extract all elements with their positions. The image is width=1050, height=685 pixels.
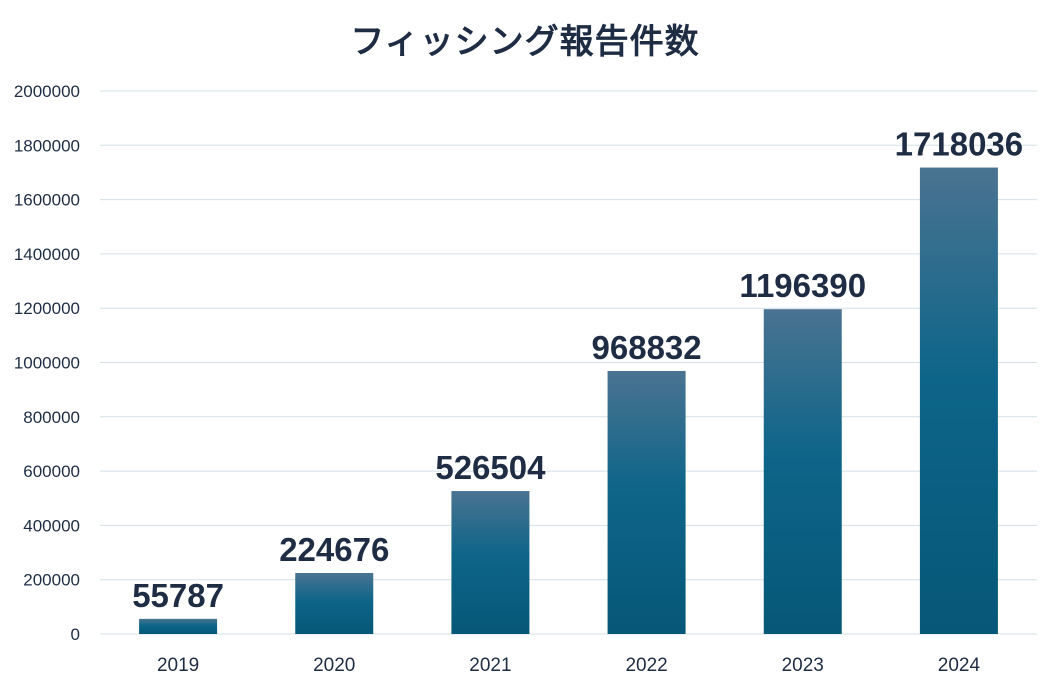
bar-2024 (919, 167, 998, 634)
grid-lines (100, 90, 1037, 635)
x-axis: 2019 2020 2021 2022 2023 2024 (157, 655, 981, 676)
data-labels: 55787 224676 526504 968832 1196390 1718036 (132, 126, 1023, 614)
x-tick-label-2024: 2024 (938, 655, 981, 676)
bars (139, 167, 998, 634)
x-tick-label-2022: 2022 (625, 655, 667, 676)
y-tick-label: 600000 (23, 462, 80, 481)
y-tick-label: 800000 (23, 408, 80, 427)
y-tick-label: 1200000 (14, 299, 80, 318)
bar-2021 (451, 491, 530, 634)
y-tick-label: 400000 (23, 516, 80, 535)
y-tick-label: 0 (71, 625, 80, 644)
y-tick-label: 1000000 (14, 354, 80, 373)
bar-2020 (295, 573, 374, 634)
data-label-2024: 1718036 (895, 126, 1023, 163)
y-tick-label: 1600000 (14, 191, 80, 210)
x-tick-label-2023: 2023 (782, 655, 824, 676)
data-label-2021: 526504 (435, 449, 546, 486)
y-axis: 0 200000 400000 600000 800000 1000000 1200000 1… (14, 82, 80, 644)
bar-2022 (607, 370, 686, 634)
y-tick-label: 1800000 (14, 136, 80, 155)
y-tick-label: 2000000 (14, 82, 80, 101)
data-label-2019: 55787 (132, 577, 224, 614)
bar-2023 (763, 309, 842, 634)
y-tick-label: 1400000 (14, 245, 80, 264)
x-tick-label-2021: 2021 (469, 655, 511, 676)
data-label-2023: 1196390 (739, 267, 866, 304)
data-label-2020: 224676 (279, 531, 389, 568)
chart-title: フィッシング報告件数 (350, 22, 700, 62)
data-label-2022: 968832 (592, 329, 702, 366)
y-tick-label: 200000 (23, 571, 80, 590)
x-tick-label-2019: 2019 (157, 655, 199, 676)
x-tick-label-2020: 2020 (313, 655, 355, 676)
bar-2019 (139, 618, 218, 634)
